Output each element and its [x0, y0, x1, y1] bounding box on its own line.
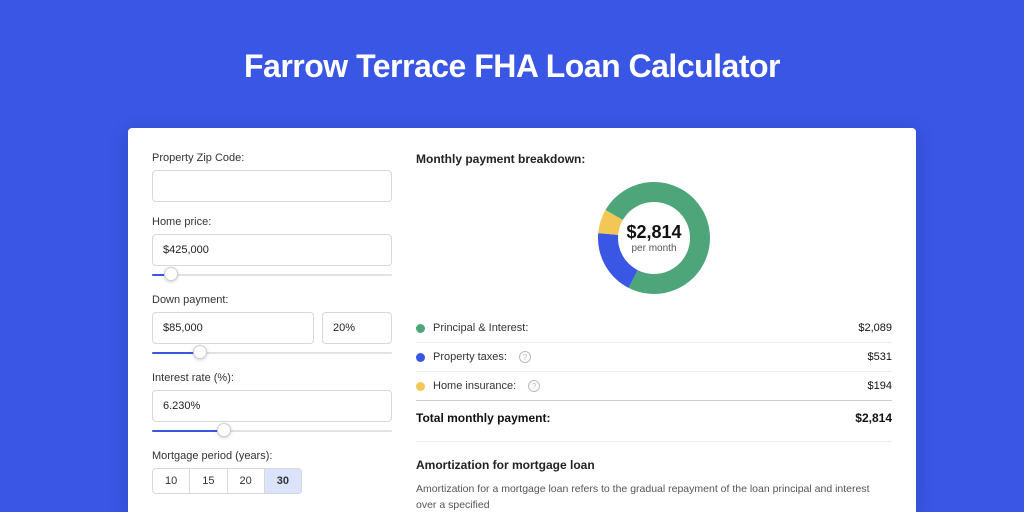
- legend-value: $2,089: [858, 322, 892, 334]
- info-icon[interactable]: ?: [519, 351, 531, 363]
- legend-label: Property taxes:: [433, 351, 507, 363]
- amortization-title: Amortization for mortgage loan: [416, 458, 892, 472]
- field-down-payment: Down payment:: [152, 294, 392, 358]
- down-payment-row: [152, 312, 392, 344]
- legend-value: $194: [868, 380, 892, 392]
- legend-left: Principal & Interest:: [416, 322, 528, 334]
- slider-fill: [152, 430, 224, 432]
- donut-center-sub: per month: [626, 243, 681, 254]
- page-title: Farrow Terrace FHA Loan Calculator: [0, 0, 1024, 85]
- mortgage-period-buttons: 10152030: [152, 468, 302, 494]
- period-button-15[interactable]: 15: [190, 469, 227, 493]
- home-price-label: Home price:: [152, 216, 392, 228]
- legend-row: Home insurance:? $194: [416, 372, 892, 401]
- home-price-input[interactable]: [152, 234, 392, 266]
- down-payment-input[interactable]: [152, 312, 314, 344]
- field-zip: Property Zip Code:: [152, 152, 392, 202]
- slider-track: [152, 274, 392, 276]
- interest-rate-label: Interest rate (%):: [152, 372, 392, 384]
- down-payment-slider[interactable]: [152, 348, 392, 358]
- down-payment-pct-input[interactable]: [322, 312, 392, 344]
- legend-value: $531: [868, 351, 892, 363]
- card-inner: Property Zip Code: Home price: Down paym…: [128, 128, 916, 512]
- legend: Principal & Interest: $2,089 Property taxe…: [416, 314, 892, 401]
- zip-label: Property Zip Code:: [152, 152, 392, 164]
- legend-left: Property taxes:?: [416, 351, 531, 363]
- mortgage-period-label: Mortgage period (years):: [152, 450, 392, 462]
- interest-rate-slider[interactable]: [152, 426, 392, 436]
- total-row: Total monthly payment: $2,814: [416, 401, 892, 441]
- field-mortgage-period: Mortgage period (years): 10152030: [152, 450, 392, 494]
- legend-dot: [416, 382, 425, 391]
- amortization-text: Amortization for a mortgage loan refers …: [416, 482, 892, 512]
- amortization-section: Amortization for mortgage loan Amortizat…: [416, 441, 892, 512]
- zip-input[interactable]: [152, 170, 392, 202]
- legend-label: Principal & Interest:: [433, 322, 528, 334]
- legend-dot: [416, 324, 425, 333]
- donut-center-value: $2,814: [626, 222, 681, 243]
- slider-thumb[interactable]: [193, 345, 207, 359]
- interest-rate-input[interactable]: [152, 390, 392, 422]
- total-value: $2,814: [855, 411, 892, 425]
- home-price-slider[interactable]: [152, 270, 392, 280]
- breakdown-column: Monthly payment breakdown: $2,814 per mo…: [416, 152, 892, 512]
- legend-dot: [416, 353, 425, 362]
- legend-label: Home insurance:: [433, 380, 516, 392]
- period-button-30[interactable]: 30: [265, 469, 301, 493]
- form-column: Property Zip Code: Home price: Down paym…: [152, 152, 392, 512]
- calculator-card: Property Zip Code: Home price: Down paym…: [128, 128, 916, 512]
- field-interest-rate: Interest rate (%):: [152, 372, 392, 436]
- breakdown-title: Monthly payment breakdown:: [416, 152, 892, 166]
- field-home-price: Home price:: [152, 216, 392, 280]
- donut-chart: $2,814 per month: [416, 178, 892, 298]
- down-payment-label: Down payment:: [152, 294, 392, 306]
- slider-thumb[interactable]: [164, 267, 178, 281]
- info-icon[interactable]: ?: [528, 380, 540, 392]
- legend-row: Principal & Interest: $2,089: [416, 314, 892, 343]
- slider-thumb[interactable]: [217, 423, 231, 437]
- legend-row: Property taxes:? $531: [416, 343, 892, 372]
- donut-center: $2,814 per month: [626, 222, 681, 254]
- period-button-10[interactable]: 10: [153, 469, 190, 493]
- legend-left: Home insurance:?: [416, 380, 540, 392]
- total-label: Total monthly payment:: [416, 411, 550, 425]
- period-button-20[interactable]: 20: [228, 469, 265, 493]
- page-background: Farrow Terrace FHA Loan Calculator Prope…: [0, 0, 1024, 512]
